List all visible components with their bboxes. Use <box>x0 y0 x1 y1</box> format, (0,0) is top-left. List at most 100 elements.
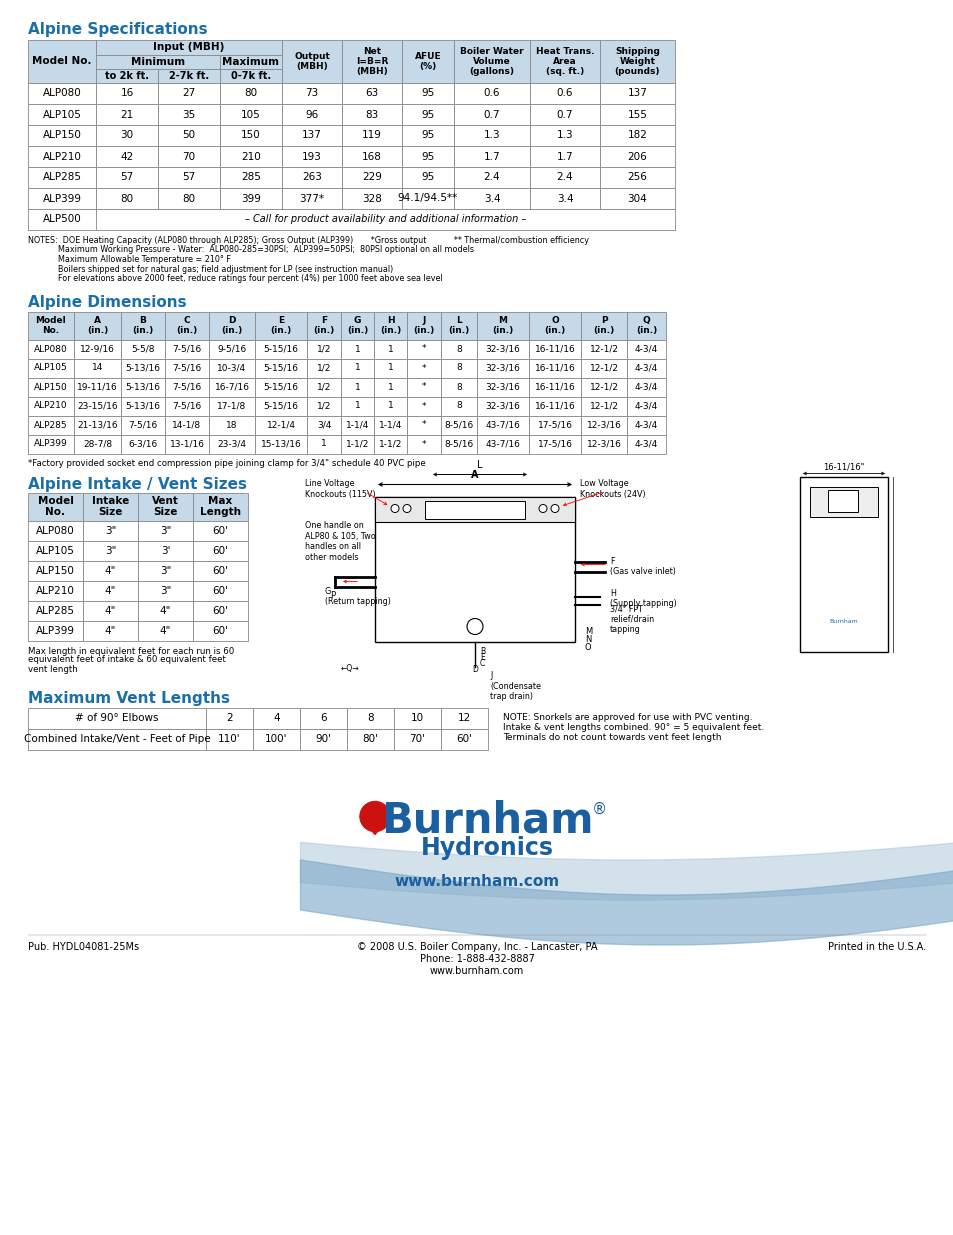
Bar <box>254 358 307 378</box>
Text: 12-1/2: 12-1/2 <box>589 363 618 373</box>
Text: Q
(in.): Q (in.) <box>636 316 657 335</box>
Text: 8: 8 <box>367 713 374 722</box>
Circle shape <box>551 505 558 513</box>
Bar <box>341 104 401 125</box>
Bar <box>254 396 307 415</box>
Text: 80: 80 <box>244 89 257 99</box>
Bar <box>440 435 476 453</box>
Text: ALP210: ALP210 <box>43 152 81 162</box>
Bar <box>440 729 488 750</box>
Bar <box>158 167 220 188</box>
Text: 4": 4" <box>105 566 116 576</box>
Text: 3': 3' <box>161 546 170 556</box>
Bar <box>440 340 476 358</box>
Text: 8: 8 <box>456 345 461 353</box>
Bar <box>254 435 307 453</box>
Text: 5-13/16: 5-13/16 <box>126 401 160 410</box>
Text: 16-11/16: 16-11/16 <box>534 345 575 353</box>
Text: 60': 60' <box>213 605 229 615</box>
Text: 4": 4" <box>160 625 171 636</box>
Bar <box>347 729 394 750</box>
Bar <box>407 415 440 435</box>
Text: Model
No.: Model No. <box>37 495 73 517</box>
Text: 32-3/16: 32-3/16 <box>485 401 520 410</box>
Bar <box>28 493 83 520</box>
Text: 2-7k ft.: 2-7k ft. <box>169 70 209 82</box>
Text: 5-13/16: 5-13/16 <box>126 363 160 373</box>
Text: 1.7: 1.7 <box>557 152 573 162</box>
Text: H
(Supply tapping): H (Supply tapping) <box>609 589 676 608</box>
Bar <box>407 435 440 453</box>
Text: 42: 42 <box>120 152 133 162</box>
Text: O: O <box>584 642 591 652</box>
Bar <box>193 620 248 641</box>
Text: *: * <box>421 401 426 410</box>
Text: 206: 206 <box>627 152 647 162</box>
Bar <box>407 378 440 396</box>
Text: 110': 110' <box>218 734 240 743</box>
Text: 1-1/2: 1-1/2 <box>345 440 369 448</box>
Bar <box>476 340 529 358</box>
Bar <box>827 489 857 511</box>
Bar <box>454 188 530 209</box>
Bar <box>254 311 307 340</box>
Bar <box>394 708 440 729</box>
Bar <box>158 188 220 209</box>
Text: D: D <box>472 664 477 673</box>
Bar <box>209 378 254 396</box>
Bar <box>374 340 407 358</box>
Bar <box>340 435 374 453</box>
Bar <box>374 358 407 378</box>
Bar <box>83 580 138 600</box>
Bar <box>341 167 401 188</box>
Bar <box>476 311 529 340</box>
Text: M: M <box>584 626 592 636</box>
Text: 0.6: 0.6 <box>483 89 499 99</box>
Bar <box>121 340 165 358</box>
Text: 96: 96 <box>305 110 318 120</box>
Text: ALP210: ALP210 <box>36 585 75 595</box>
Text: 95: 95 <box>421 131 435 141</box>
Text: 23-15/16: 23-15/16 <box>77 401 117 410</box>
Text: Maximum Allowable Temperature = 210° F: Maximum Allowable Temperature = 210° F <box>28 254 231 264</box>
Text: 3": 3" <box>160 585 171 595</box>
Bar <box>74 340 121 358</box>
Text: 95: 95 <box>421 152 435 162</box>
Bar <box>580 415 626 435</box>
Text: M
(in.): M (in.) <box>492 316 513 335</box>
Bar <box>401 40 454 83</box>
Text: 7-5/16: 7-5/16 <box>129 420 157 430</box>
Text: ALP399: ALP399 <box>34 440 68 448</box>
Text: ALP105: ALP105 <box>34 363 68 373</box>
Bar <box>83 620 138 641</box>
Text: ALP399: ALP399 <box>36 625 75 636</box>
Text: 119: 119 <box>362 131 381 141</box>
Text: Vent
Size: Vent Size <box>152 495 179 517</box>
Text: P
(in.): P (in.) <box>593 316 614 335</box>
Text: 32-3/16: 32-3/16 <box>485 363 520 373</box>
Bar <box>282 167 341 188</box>
Text: 1.3: 1.3 <box>483 131 499 141</box>
Bar <box>193 541 248 561</box>
Text: E: E <box>479 652 484 662</box>
Text: 1: 1 <box>355 401 360 410</box>
Text: 7-5/16: 7-5/16 <box>172 383 201 391</box>
Text: Model
No.: Model No. <box>35 316 67 335</box>
Text: 90': 90' <box>315 734 331 743</box>
Text: Burnham: Burnham <box>380 799 593 841</box>
Bar <box>599 104 675 125</box>
Text: 12-3/16: 12-3/16 <box>586 420 620 430</box>
Text: 5-15/16: 5-15/16 <box>263 383 298 391</box>
Text: *: * <box>421 420 426 430</box>
Bar <box>74 435 121 453</box>
Text: 256: 256 <box>627 173 647 183</box>
Text: 5-13/16: 5-13/16 <box>126 383 160 391</box>
Text: C: C <box>479 658 485 667</box>
Text: 12-1/2: 12-1/2 <box>589 345 618 353</box>
Bar <box>138 600 193 620</box>
Text: 57: 57 <box>182 173 195 183</box>
Bar <box>74 415 121 435</box>
Text: 4: 4 <box>273 713 279 722</box>
Text: 32-3/16: 32-3/16 <box>485 345 520 353</box>
Text: 12-1/2: 12-1/2 <box>589 401 618 410</box>
